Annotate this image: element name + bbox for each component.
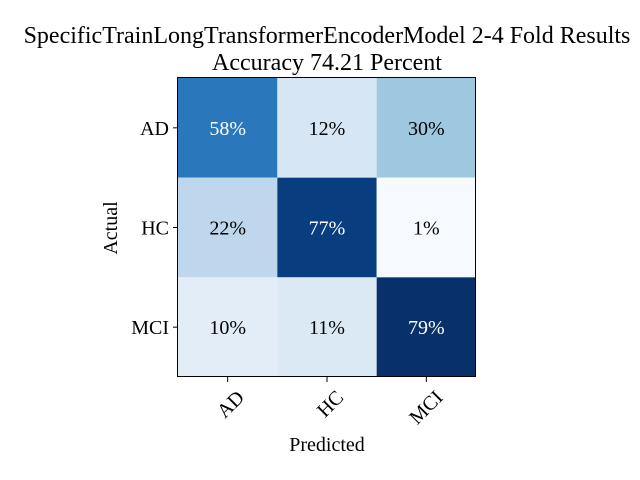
cell-value-label: 22%: [209, 218, 246, 240]
cell-value-label: 1%: [413, 218, 440, 240]
y-tick-label: MCI: [131, 317, 169, 339]
y-tick-label: HC: [141, 218, 169, 240]
cell-value-label: 30%: [408, 118, 445, 140]
heatmap-cell-HC-AD: [178, 177, 278, 278]
cell-value-label: 58%: [209, 118, 246, 140]
cell-value-label: 12%: [309, 118, 346, 140]
heatmap-cell-MCI-MCI: [376, 277, 476, 377]
heatmap-cell-MCI-HC: [277, 277, 377, 377]
heatmap-cell-labels: 58% 12% 30% 22% 77% 1% 10% 11% 79%: [209, 118, 444, 339]
heatmap-cell-AD-AD: [178, 78, 278, 178]
heatmap-cell-HC-MCI: [376, 177, 476, 278]
heatmap-cell-AD-MCI: [376, 78, 476, 178]
cell-value-label: 77%: [309, 218, 346, 240]
heatmap-cell-MCI-AD: [178, 277, 278, 377]
x-axis-label: Predicted: [289, 434, 365, 456]
y-tick-label: AD: [140, 118, 169, 140]
y-axis-label: Actual: [100, 201, 122, 255]
chart-title-line2: Accuracy 74.21 Percent: [212, 50, 442, 76]
chart-title-line1: SpecificTrainLongTransformerEncoderModel…: [24, 23, 631, 49]
cell-value-label: 79%: [408, 317, 445, 339]
cell-value-label: 11%: [309, 317, 345, 339]
y-axis-ticks: AD HC MCI: [131, 118, 178, 339]
heatmap-cells: [178, 78, 476, 377]
heatmap-cell-AD-HC: [277, 78, 377, 178]
heatmap-cell-HC-HC: [277, 177, 377, 278]
cell-value-label: 10%: [209, 317, 246, 339]
